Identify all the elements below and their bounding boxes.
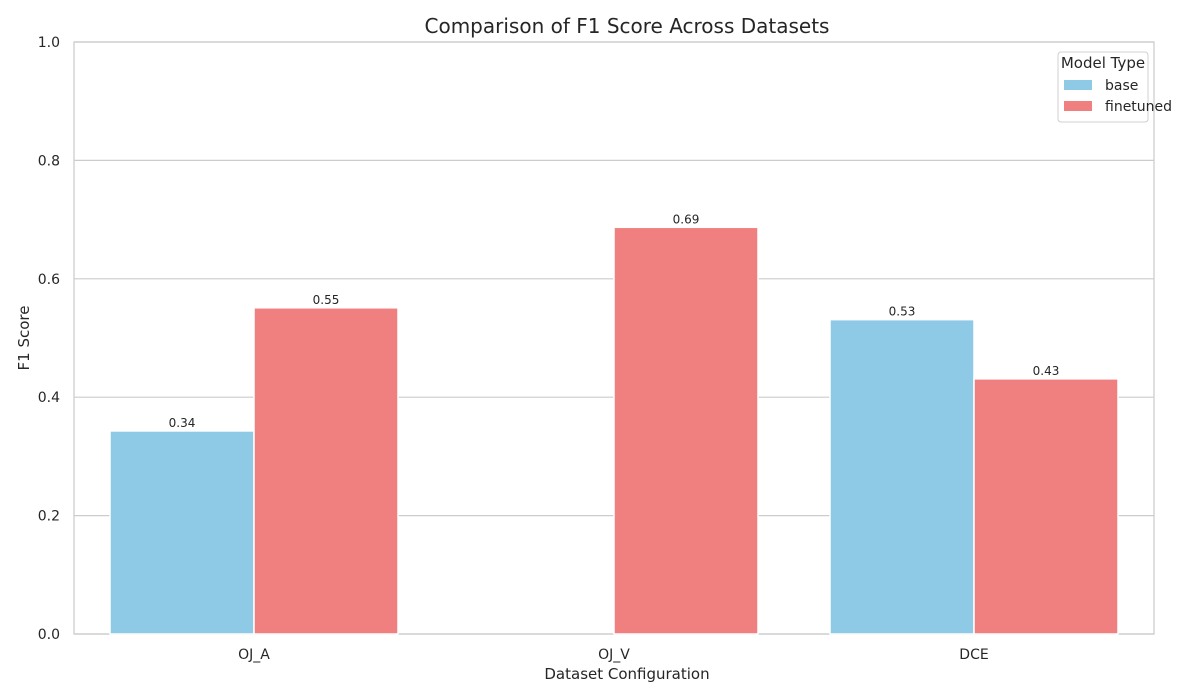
bar-base-oj-a <box>109 430 255 635</box>
y-axis-label: F1 Score <box>15 306 33 371</box>
legend: Model Type base finetuned <box>1057 51 1172 123</box>
x-tick-label: OJ_V <box>598 647 630 663</box>
y-tick-label: 0.8 <box>38 153 60 169</box>
y-tick-label: 0.2 <box>38 509 60 525</box>
bar-value-label: 0.53 <box>889 305 916 319</box>
bar-value-label: 0.34 <box>169 416 196 430</box>
bar-finetuned-oj-a <box>253 307 399 635</box>
bar-value-label: 0.69 <box>673 212 700 226</box>
legend-swatch-base <box>1064 80 1092 90</box>
bar-value-label: 0.43 <box>1033 364 1060 378</box>
bar-value-labels: 0.34 0.55 0.69 0.53 0.43 <box>169 212 1060 430</box>
y-tick-label: 0.0 <box>38 627 60 643</box>
legend-items: base finetuned <box>1064 78 1172 115</box>
legend-swatch-finetuned <box>1064 101 1092 111</box>
chart-title: Comparison of F1 Score Across Datasets <box>425 14 830 38</box>
bar-finetuned-dce <box>973 378 1119 635</box>
x-tick-label: OJ_A <box>238 647 270 663</box>
y-tick-label: 0.6 <box>38 272 60 288</box>
legend-title: Model Type <box>1061 54 1145 72</box>
x-axis-label: Dataset Configuration <box>544 665 709 683</box>
bar-base-dce <box>829 318 975 635</box>
y-axis-ticks: 0.0 0.2 0.4 0.6 0.8 1.0 <box>38 35 60 643</box>
bars <box>109 226 1119 635</box>
bar-value-label: 0.55 <box>313 293 340 307</box>
y-tick-label: 1.0 <box>38 35 60 51</box>
bar-finetuned-oj-v <box>613 226 759 635</box>
legend-label-base: base <box>1105 78 1138 94</box>
x-axis-ticks: OJ_A OJ_V DCE <box>238 647 989 663</box>
legend-label-finetuned: finetuned <box>1105 99 1172 115</box>
x-tick-label: DCE <box>959 647 988 663</box>
y-tick-label: 0.4 <box>38 390 60 406</box>
